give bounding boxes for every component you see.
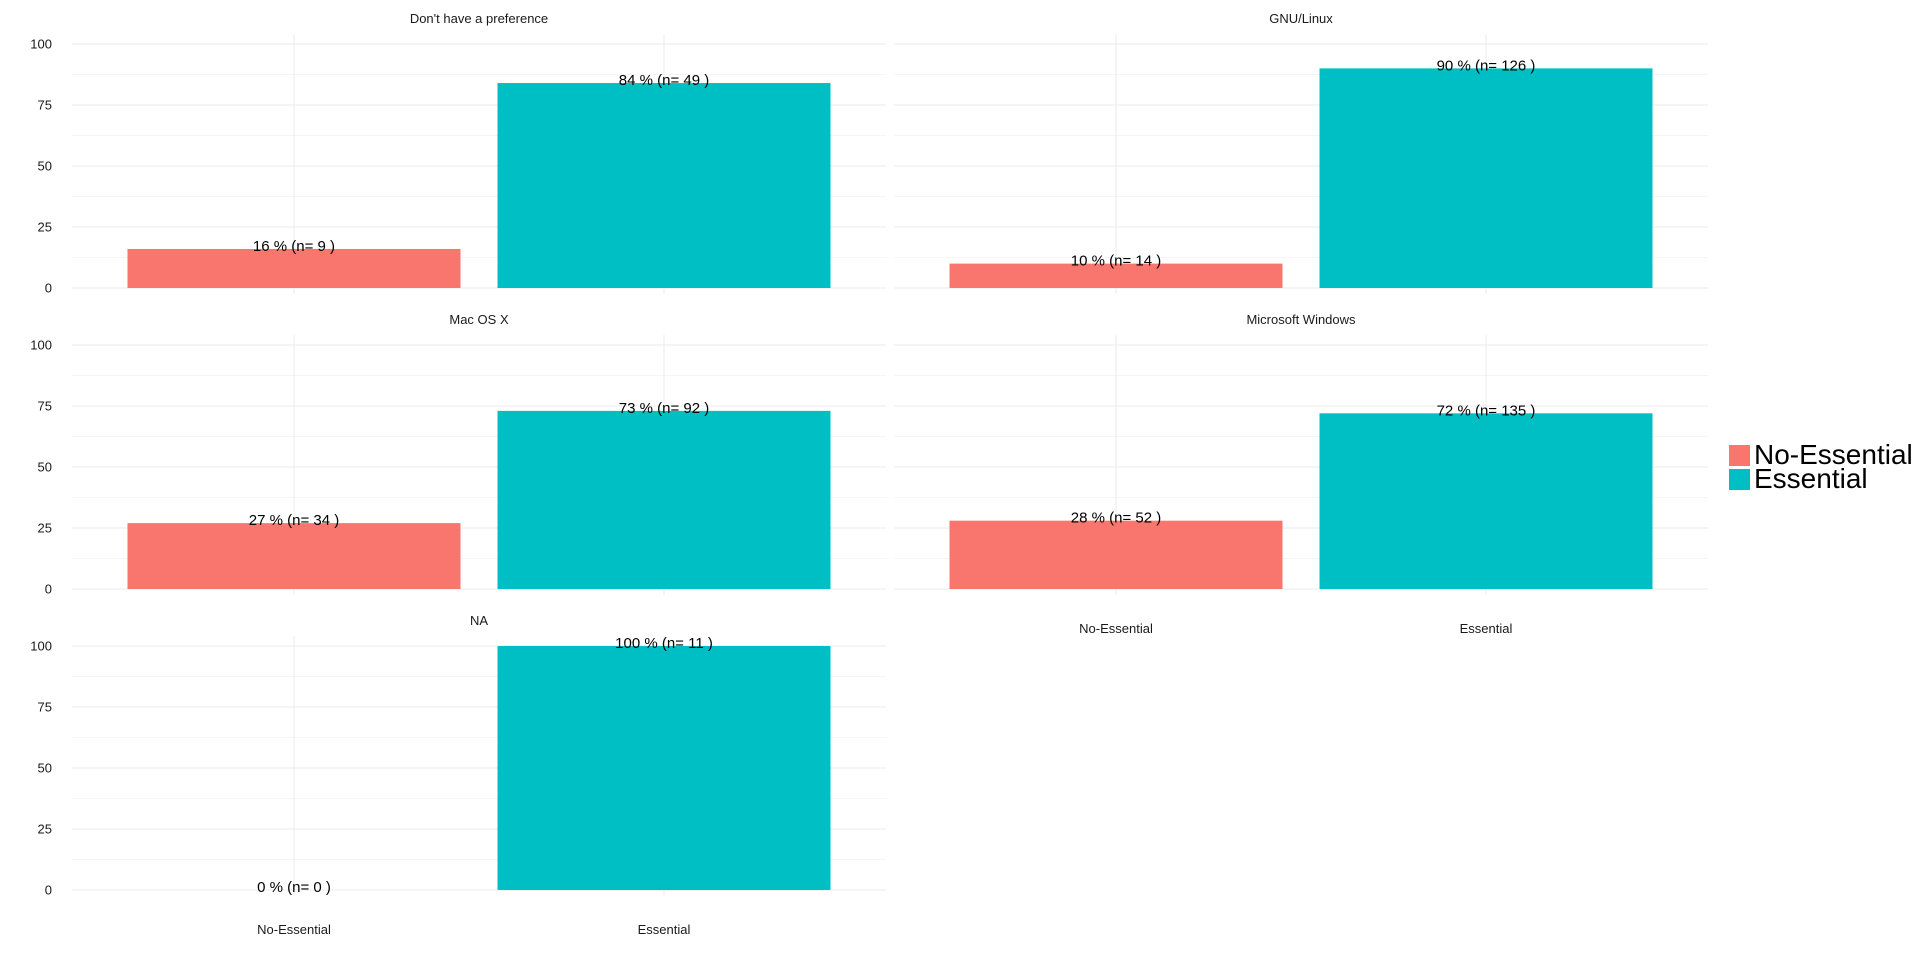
bar-essential <box>497 646 831 890</box>
bar-essential <box>1319 413 1653 589</box>
y-tick-label: 50 <box>38 460 52 475</box>
legend-item-essential: Essential <box>1729 463 1919 494</box>
facet-panel: GNU/Linux 10 % (n= 14 ) 90 % (n= 126 ) <box>894 11 1708 294</box>
bar-no-essential <box>949 520 1283 589</box>
facet-title: Don't have a preference <box>410 11 548 26</box>
bar-no-essential <box>127 523 461 589</box>
y-tick-label: 75 <box>38 98 52 113</box>
legend-swatch-no-essential <box>1729 444 1750 466</box>
bar-value-label: 72 % (n= 135 ) <box>1437 402 1536 419</box>
facet-title: Microsoft Windows <box>1246 312 1356 327</box>
facet-title: GNU/Linux <box>1269 11 1333 26</box>
bar-value-label: 90 % (n= 126 ) <box>1437 57 1536 74</box>
y-tick-label: 25 <box>38 521 52 536</box>
y-tick-label: 25 <box>38 822 52 837</box>
facet-panel: NA 0 25 50 75 100 0 % (n= 0 ) 100 % (n= 11 ) No-… <box>30 613 886 937</box>
bar-essential <box>1319 68 1653 289</box>
legend-label-no-essential: No-Essential <box>1754 439 1913 470</box>
facet-panel: Microsoft Windows 28 % (n= 52 ) 72 % (n= 1… <box>894 312 1708 636</box>
y-tick-label: 75 <box>38 700 52 715</box>
x-tick-label: Essential <box>638 922 691 937</box>
bar-essential <box>497 410 831 589</box>
legend-item-no-essential: No-Essential <box>1729 439 1919 470</box>
legend: No-Essential Essential <box>1729 439 1919 494</box>
legend-swatch-essential <box>1729 468 1750 490</box>
y-tick-label: 75 <box>38 399 52 414</box>
bar-no-essential <box>949 263 1283 288</box>
facet-panel: Don't have a preference 0 25 50 75 100 16 % (n… <box>30 11 886 296</box>
facet-title: NA <box>470 613 488 628</box>
bar-value-label: 84 % (n= 49 ) <box>619 72 709 89</box>
facet-panel: Mac OS X 0 25 50 75 100 27 % (n= 34 ) 73 % (n= … <box>30 312 886 597</box>
bar-value-label: 73 % (n= 92 ) <box>619 400 709 417</box>
y-tick-label: 50 <box>38 159 52 174</box>
y-tick-label: 25 <box>38 220 52 235</box>
y-tick-label: 100 <box>30 338 52 353</box>
y-tick-label: 100 <box>30 37 52 52</box>
bar-essential <box>497 83 831 288</box>
facet-title: Mac OS X <box>449 312 509 327</box>
y-tick-label: 100 <box>30 639 52 654</box>
bar-value-label: 0 % (n= 0 ) <box>257 879 331 896</box>
bar-value-label: 100 % (n= 11 ) <box>615 635 713 652</box>
bar-value-label: 10 % (n= 14 ) <box>1071 253 1161 270</box>
x-tick-label: Essential <box>1460 621 1513 636</box>
bar-value-label: 27 % (n= 34 ) <box>249 512 339 529</box>
x-tick-label: No-Essential <box>1079 621 1153 636</box>
bar-value-label: 16 % (n= 9 ) <box>253 238 335 255</box>
bar-value-label: 28 % (n= 52 ) <box>1071 510 1161 527</box>
y-tick-label: 0 <box>45 883 52 898</box>
legend-label-essential: Essential <box>1754 463 1868 494</box>
x-tick-label: No-Essential <box>257 922 331 937</box>
y-tick-label: 0 <box>45 582 52 597</box>
y-tick-label: 50 <box>38 761 52 776</box>
y-tick-label: 0 <box>45 281 52 296</box>
bar-no-essential <box>127 248 461 288</box>
